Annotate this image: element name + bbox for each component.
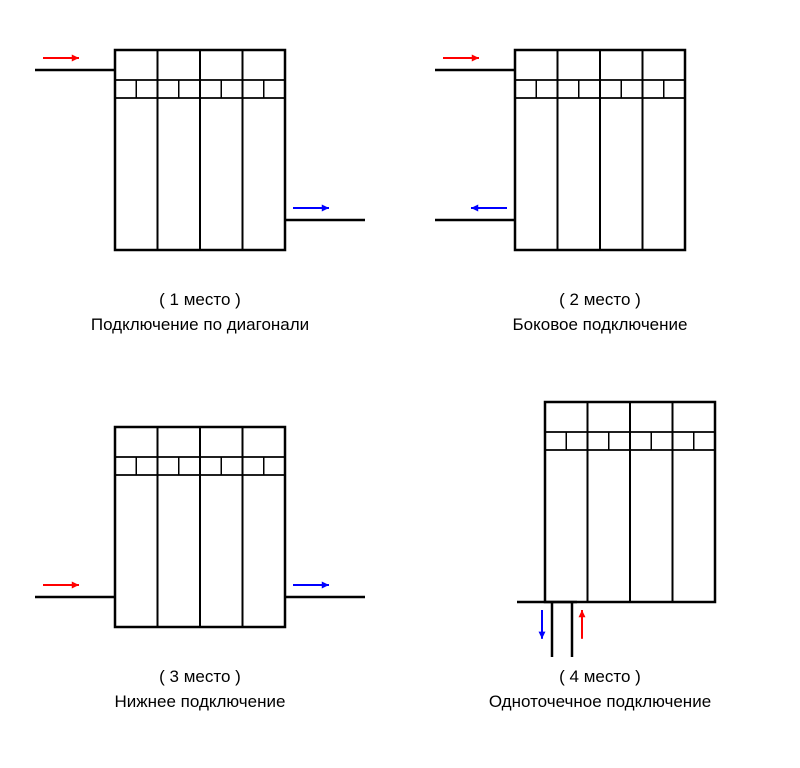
labels-diagonal: ( 1 место ) Подключение по диагонали [91, 288, 309, 337]
diagram-side [420, 20, 780, 280]
rank-label: ( 1 место ) [91, 288, 309, 313]
rank-label: ( 3 место ) [115, 665, 286, 690]
labels-bottom: ( 3 место ) Нижнее подключение [115, 665, 286, 714]
rank-label: ( 2 место ) [513, 288, 688, 313]
connection-label: Одноточечное подключение [489, 690, 711, 715]
labels-side: ( 2 место ) Боковое подключение [513, 288, 688, 337]
cell-side: ( 2 место ) Боковое подключение [420, 20, 780, 337]
cell-diagonal: ( 1 место ) Подключение по диагонали [20, 20, 380, 337]
connection-label: Подключение по диагонали [91, 313, 309, 338]
diagram-diagonal [20, 20, 380, 280]
cell-bottom: ( 3 место ) Нижнее подключение [20, 397, 380, 714]
connection-label: Нижнее подключение [115, 690, 286, 715]
connection-label: Боковое подключение [513, 313, 688, 338]
diagram-grid: ( 1 место ) Подключение по диагонали ( 2… [20, 20, 780, 715]
diagram-bottom [20, 397, 380, 657]
labels-single-point: ( 4 место ) Одноточечное подключение [489, 665, 711, 714]
rank-label: ( 4 место ) [489, 665, 711, 690]
cell-single-point: ( 4 место ) Одноточечное подключение [420, 397, 780, 714]
diagram-single-point [420, 397, 780, 657]
